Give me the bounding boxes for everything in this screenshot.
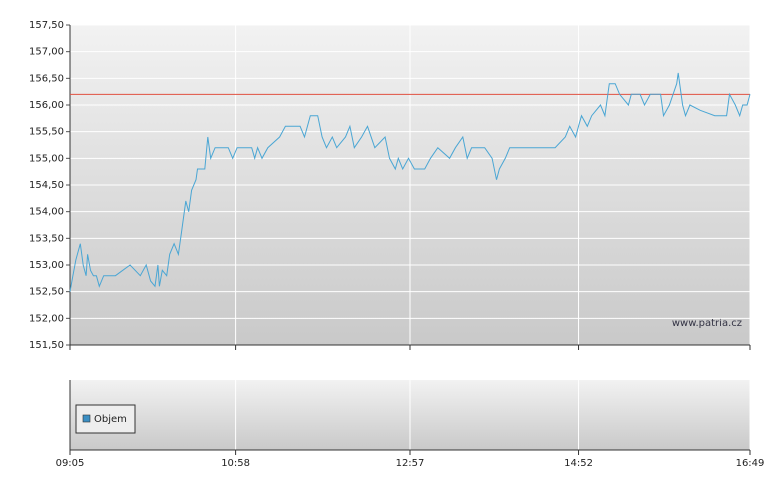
y-tick-label: 153,50 [29, 233, 64, 244]
y-tick-label: 157,50 [29, 20, 64, 31]
y-tick-label: 153,00 [29, 260, 64, 271]
y-tick-label: 157,00 [29, 47, 64, 58]
x-tick-label: 10:58 [221, 458, 250, 469]
y-tick-label: 151,50 [29, 340, 64, 351]
y-tick-label: 152,50 [29, 287, 64, 298]
legend-label: Objem [94, 414, 127, 425]
y-tick-label: 154,50 [29, 180, 64, 191]
y-tick-label: 156,50 [29, 73, 64, 84]
y-tick-label: 154,00 [29, 207, 64, 218]
y-tick-label: 152,00 [29, 313, 64, 324]
x-tick-label: 09:05 [56, 458, 85, 469]
price-line [69, 72, 751, 292]
y-tick-label: 155,00 [29, 153, 64, 164]
x-tick-label: 14:52 [564, 458, 593, 469]
y-tick-label: 155,50 [29, 127, 64, 138]
x-tick-label: 12:57 [396, 458, 425, 469]
watermark: www.patria.cz [672, 318, 742, 329]
legend-swatch [82, 414, 91, 423]
x-tick-label: 16:49 [736, 458, 765, 469]
y-tick-label: 156,00 [29, 100, 64, 111]
